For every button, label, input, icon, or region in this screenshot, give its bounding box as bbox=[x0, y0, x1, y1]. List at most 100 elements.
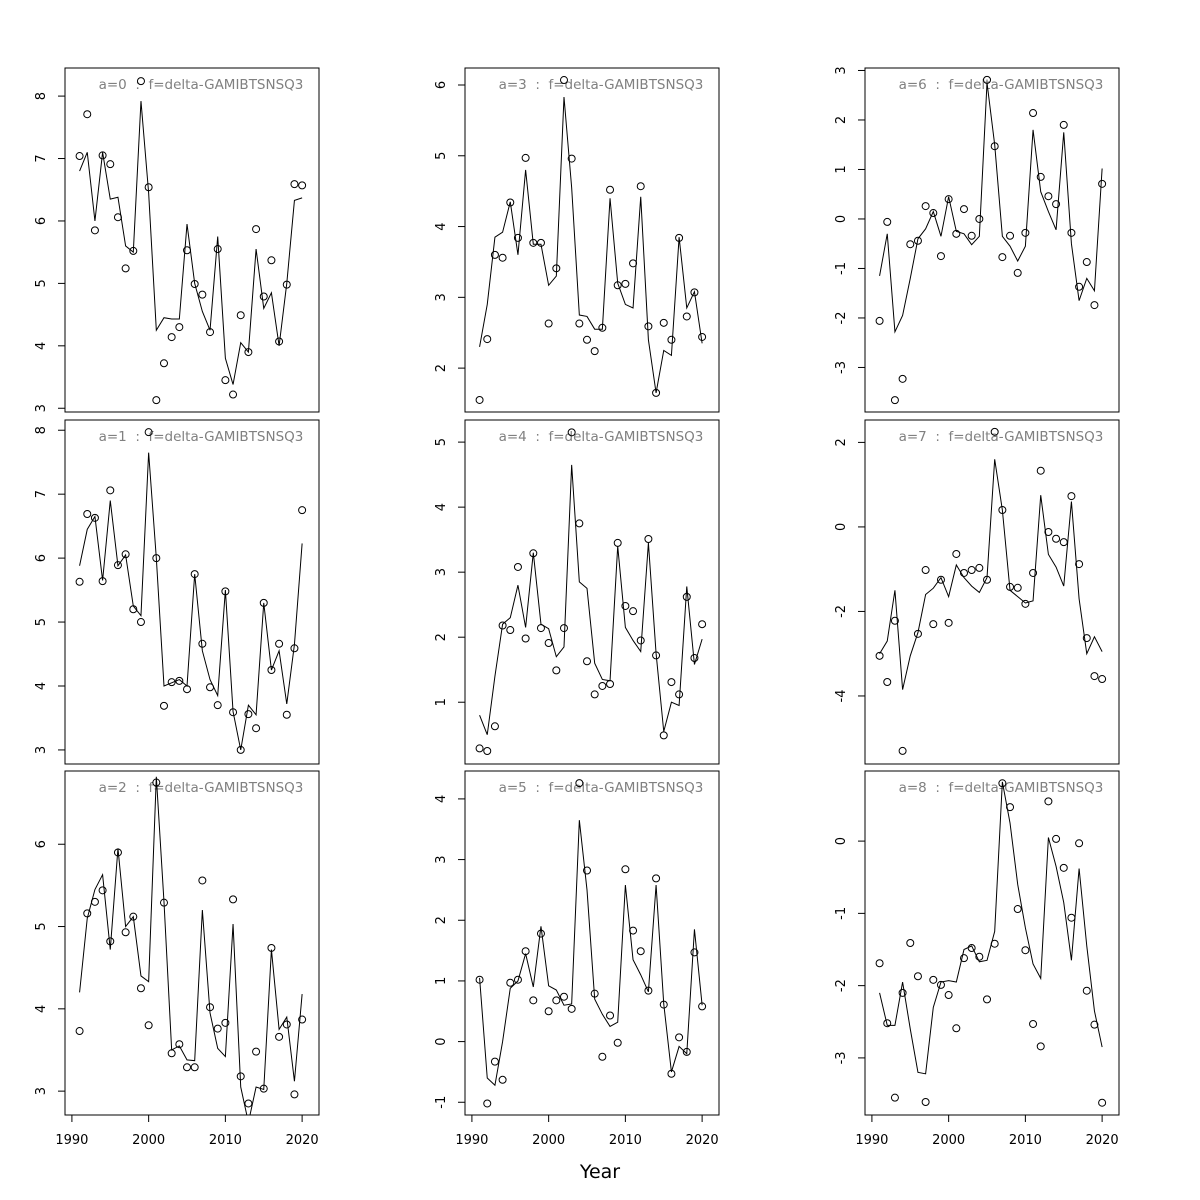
plot-area bbox=[875, 779, 1107, 1107]
data-point bbox=[959, 954, 968, 963]
data-point bbox=[1059, 538, 1068, 547]
data-point bbox=[175, 1040, 184, 1049]
panel: a=3 : f=delta-GAMIBTSNSQ3 2 3 4 5 6 bbox=[434, 67, 720, 413]
panel-title: a=1 : f=delta-GAMIBTSNSQ3 bbox=[99, 429, 304, 445]
data-point bbox=[1021, 228, 1030, 237]
y-tick-label: -1 bbox=[434, 1096, 449, 1109]
data-point bbox=[1059, 120, 1068, 129]
data-point bbox=[98, 151, 107, 160]
data-point bbox=[121, 264, 130, 273]
data-point bbox=[906, 240, 915, 249]
data-point bbox=[929, 209, 938, 218]
data-point bbox=[690, 948, 699, 957]
data-point bbox=[652, 874, 661, 883]
data-point bbox=[1098, 675, 1107, 684]
data-point bbox=[690, 288, 699, 297]
data-point bbox=[490, 250, 499, 259]
plot-area bbox=[475, 76, 707, 404]
data-point bbox=[590, 690, 599, 699]
data-point bbox=[167, 1049, 176, 1058]
data-point bbox=[521, 153, 530, 162]
y-tick-label: -1 bbox=[834, 907, 849, 920]
data-point bbox=[1036, 1042, 1045, 1051]
y-tick-label: 2 bbox=[434, 364, 449, 372]
data-point bbox=[606, 680, 615, 689]
data-point bbox=[1006, 231, 1015, 240]
data-point bbox=[682, 592, 691, 601]
data-point bbox=[498, 253, 507, 262]
y-tick-label: 3 bbox=[434, 568, 449, 576]
data-point bbox=[567, 1004, 576, 1013]
data-point bbox=[890, 1093, 899, 1102]
data-point bbox=[282, 1020, 291, 1029]
panel: a=8 : f=delta-GAMIBTSNSQ3 -3 -2 -1 0 1990 2000… bbox=[834, 770, 1120, 1148]
data-point bbox=[521, 634, 530, 643]
data-point bbox=[575, 319, 584, 328]
panel: a=6 : f=delta-GAMIBTSNSQ3 -3 -2 -1 0 1 2 3 bbox=[834, 66, 1120, 413]
data-point bbox=[621, 279, 630, 288]
data-point bbox=[967, 566, 976, 575]
data-point bbox=[552, 996, 561, 1005]
data-point bbox=[136, 618, 145, 627]
plot-frame bbox=[64, 770, 320, 1116]
fitted-line bbox=[79, 776, 303, 1115]
data-point bbox=[490, 722, 499, 731]
y-tick-label: 6 bbox=[34, 840, 49, 848]
data-point bbox=[952, 549, 961, 558]
data-point bbox=[221, 1018, 230, 1027]
y-tick-label: 0 bbox=[834, 523, 849, 531]
y-tick-label: 1 bbox=[834, 165, 849, 173]
data-point bbox=[90, 226, 99, 235]
x-tick-label: 2000 bbox=[932, 1133, 965, 1148]
data-point bbox=[1052, 834, 1061, 843]
data-point bbox=[952, 1024, 961, 1033]
data-point bbox=[998, 253, 1007, 262]
data-point bbox=[983, 995, 992, 1004]
y-tick-label: 3 bbox=[434, 293, 449, 301]
data-point bbox=[1013, 583, 1022, 592]
plot-frame bbox=[64, 419, 320, 765]
data-point bbox=[636, 182, 645, 191]
data-point bbox=[644, 322, 653, 331]
data-point bbox=[490, 1057, 499, 1066]
plot-frame bbox=[464, 67, 720, 413]
y-tick-label: 2 bbox=[834, 116, 849, 124]
data-point bbox=[898, 746, 907, 755]
data-point bbox=[136, 77, 145, 86]
data-point bbox=[644, 535, 653, 544]
data-point bbox=[567, 428, 576, 437]
x-tick-label: 2020 bbox=[686, 1133, 719, 1148]
y-tick-label: -2 bbox=[834, 605, 849, 618]
data-point bbox=[875, 959, 884, 968]
data-point bbox=[106, 486, 115, 495]
data-point bbox=[167, 333, 176, 342]
y-tick-label: 5 bbox=[34, 279, 49, 287]
y-tick-label: -3 bbox=[834, 1051, 849, 1064]
data-point bbox=[1098, 1098, 1107, 1107]
data-point bbox=[75, 577, 84, 586]
fitted-line bbox=[479, 464, 703, 735]
data-point bbox=[606, 1011, 615, 1020]
y-tick-label: 1 bbox=[434, 977, 449, 985]
y-tick-label: 5 bbox=[34, 618, 49, 626]
x-tick-label: 1990 bbox=[455, 1133, 488, 1148]
panel-title: a=3 : f=delta-GAMIBTSNSQ3 bbox=[499, 77, 704, 93]
data-point bbox=[83, 509, 92, 518]
data-point bbox=[183, 1063, 192, 1072]
fitted-line bbox=[479, 96, 703, 393]
y-tick-label: 8 bbox=[34, 92, 49, 100]
data-point bbox=[483, 1099, 492, 1108]
y-tick-label: 4 bbox=[34, 342, 49, 350]
data-point bbox=[1090, 672, 1099, 681]
data-point bbox=[298, 1015, 307, 1024]
data-point bbox=[682, 312, 691, 321]
data-point bbox=[598, 1052, 607, 1061]
data-point bbox=[144, 428, 153, 437]
plot-area bbox=[475, 428, 707, 755]
data-point bbox=[1075, 282, 1084, 291]
y-tick-label: 3 bbox=[34, 746, 49, 754]
data-point bbox=[975, 952, 984, 961]
y-tick-label: -3 bbox=[834, 361, 849, 374]
data-point bbox=[659, 318, 668, 327]
data-point bbox=[290, 1090, 299, 1099]
